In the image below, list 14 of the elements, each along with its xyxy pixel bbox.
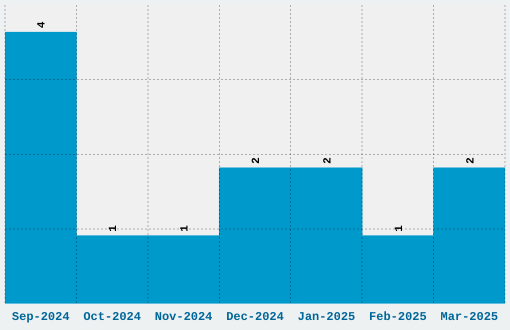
x-tick-label: Oct-2024 <box>83 310 141 324</box>
data-label: 2 <box>251 157 263 164</box>
data-label: 2 <box>465 157 478 164</box>
data-label: 2 <box>322 157 334 164</box>
x-tick-label: Nov-2024 <box>154 310 212 324</box>
x-tick-label: Dec-2024 <box>226 310 284 324</box>
x-tick-label: Sep-2024 <box>12 310 70 324</box>
x-tick-label: Mar-2025 <box>440 310 498 324</box>
data-label: 4 <box>36 21 49 28</box>
data-label: 1 <box>394 224 406 232</box>
data-label: 1 <box>180 224 192 232</box>
data-label: 1 <box>108 224 120 232</box>
x-tick-label: Feb-2025 <box>369 310 427 324</box>
x-tick-label: Jan-2025 <box>298 310 356 324</box>
